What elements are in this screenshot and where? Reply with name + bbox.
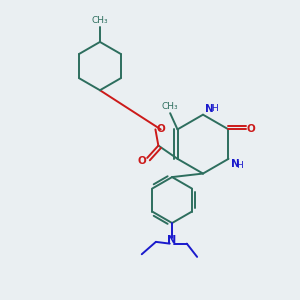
Text: N: N [167,235,177,245]
Text: O: O [156,124,165,134]
Text: N: N [205,104,214,114]
Text: O: O [246,124,255,134]
Text: CH₃: CH₃ [92,16,108,25]
Text: N: N [231,159,239,169]
Text: H: H [236,161,243,170]
Text: CH₃: CH₃ [162,102,178,111]
Text: H: H [211,104,217,113]
Text: O: O [137,156,146,166]
